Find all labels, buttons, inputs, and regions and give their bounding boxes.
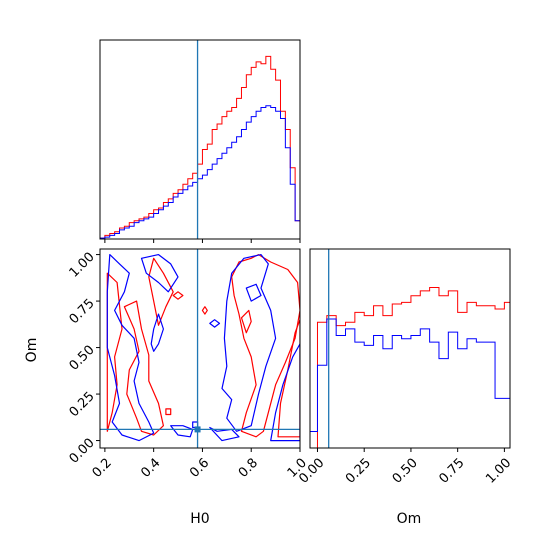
- om-hist-frame: [309, 248, 511, 449]
- contour-red-8: [240, 309, 252, 334]
- om-tick-label-0.25: 0.25: [67, 389, 98, 420]
- om-hist-blue-series: [309, 318, 511, 448]
- om-tick-label-0.50: 0.50: [67, 343, 98, 374]
- h0-histogram-panel: [99, 39, 301, 243]
- om-hist-tick-label-1.00: 1.00: [483, 456, 514, 487]
- h0-tick-label-0.8: 0.8: [236, 456, 261, 481]
- contour-blue-10: [140, 254, 179, 293]
- contour-red-4: [172, 291, 184, 300]
- om-histogram-panel: 0.00 0.25 0.50 0.75 1.00: [296, 248, 514, 487]
- contour-group: [106, 254, 300, 442]
- contour-red-7: [277, 319, 300, 438]
- contour-blue-15: [270, 343, 300, 442]
- h0-tick-label-0.2: 0.2: [90, 456, 115, 481]
- contour-red-6: [231, 254, 300, 438]
- om-hist-red-series: [310, 287, 511, 449]
- om-y-axis-label: Om: [24, 338, 40, 363]
- h0-hist-frame: [99, 39, 301, 240]
- om-tick-label-0.00: 0.00: [67, 436, 98, 467]
- contour-blue-18: [150, 313, 164, 352]
- om-tick-label-1.00: 1.00: [67, 250, 98, 281]
- h0-tick-label-0.6: 0.6: [187, 456, 212, 481]
- contour-blue-9: [106, 254, 155, 442]
- h0-om-contour-panel: 0.2 0.4 0.6 0.8 1.00.000.250.500.751.00: [67, 248, 310, 481]
- om-axis-label: Om: [397, 511, 422, 527]
- om-hist-tick-label-0.75: 0.75: [436, 456, 467, 487]
- contour-red-2: [148, 257, 174, 326]
- contour-red-0: [123, 300, 164, 436]
- contour-red-1: [106, 272, 123, 432]
- contour-red-5: [201, 306, 208, 315]
- om-hist-tick-label-0.25: 0.25: [343, 456, 374, 487]
- om-tick-label-0.75: 0.75: [67, 296, 98, 327]
- h0-tick-label-0.4: 0.4: [138, 456, 163, 481]
- contour-truth-marker: [194, 426, 201, 433]
- contour-red-3: [165, 408, 172, 416]
- h0-hist-red-series: [99, 55, 301, 239]
- contour-blue-11: [170, 425, 194, 438]
- h0-hist-blue-series: [99, 105, 301, 239]
- contour-blue-13: [209, 426, 240, 442]
- contour-blue-16: [245, 283, 262, 302]
- contour-blue-17: [209, 319, 221, 328]
- h0-axis-label: H0: [190, 511, 209, 527]
- om-hist-tick-label-0.50: 0.50: [390, 456, 421, 487]
- contour-frame: [99, 248, 301, 449]
